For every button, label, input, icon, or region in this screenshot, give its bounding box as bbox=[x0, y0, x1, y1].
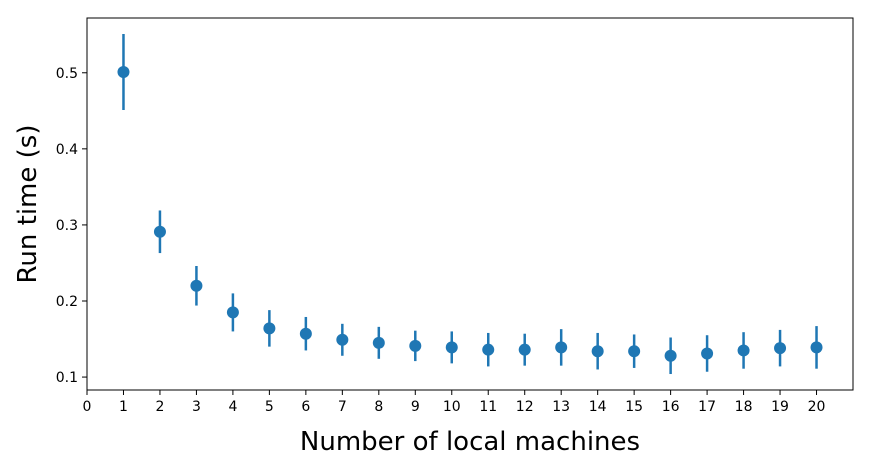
x-tick-label: 14 bbox=[589, 399, 607, 415]
y-axis-label: Run time (s) bbox=[13, 125, 43, 284]
x-tick-label: 8 bbox=[374, 399, 383, 415]
data-point bbox=[190, 279, 203, 292]
y-tick-label: 0.4 bbox=[56, 142, 78, 158]
x-tick-label: 20 bbox=[808, 399, 826, 415]
x-tick-label: 11 bbox=[479, 399, 497, 415]
x-tick-label: 0 bbox=[83, 399, 92, 415]
data-point bbox=[409, 339, 422, 352]
plot-frame bbox=[86, 17, 854, 391]
x-tick-label: 6 bbox=[301, 399, 310, 415]
data-point bbox=[591, 345, 604, 358]
data-point bbox=[299, 327, 312, 340]
x-tick-label: 18 bbox=[735, 399, 753, 415]
y-tick-label: 0.2 bbox=[56, 294, 78, 310]
data-point bbox=[737, 344, 750, 357]
data-point bbox=[774, 342, 787, 355]
x-tick-label: 3 bbox=[192, 399, 201, 415]
x-tick-label: 7 bbox=[338, 399, 347, 415]
x-tick-label: 10 bbox=[443, 399, 461, 415]
x-tick-label: 5 bbox=[265, 399, 274, 415]
data-point bbox=[372, 336, 385, 349]
data-point bbox=[226, 306, 239, 319]
x-tick-label: 19 bbox=[771, 399, 789, 415]
data-point bbox=[664, 349, 677, 362]
data-point bbox=[628, 345, 641, 358]
x-axis-label: Number of local machines bbox=[300, 427, 640, 457]
x-tick-label: 16 bbox=[662, 399, 680, 415]
data-point bbox=[445, 341, 458, 354]
data-point bbox=[701, 347, 714, 360]
x-tick-label: 12 bbox=[516, 399, 534, 415]
x-tick-label: 1 bbox=[119, 399, 128, 415]
x-tick-label: 9 bbox=[411, 399, 420, 415]
data-point bbox=[810, 341, 823, 354]
x-tick-label: 13 bbox=[552, 399, 570, 415]
data-point bbox=[518, 343, 531, 356]
data-point bbox=[336, 333, 349, 346]
x-tick-label: 4 bbox=[228, 399, 237, 415]
data-point bbox=[555, 341, 568, 354]
y-tick-label: 0.1 bbox=[56, 370, 78, 386]
y-tick-label: 0.3 bbox=[56, 218, 78, 234]
x-tick-label: 17 bbox=[698, 399, 716, 415]
data-point bbox=[482, 343, 495, 356]
y-tick-label: 0.5 bbox=[56, 66, 78, 82]
x-tick-label: 15 bbox=[625, 399, 643, 415]
data-point bbox=[117, 66, 130, 79]
data-point bbox=[263, 322, 276, 335]
data-point bbox=[153, 225, 166, 238]
x-tick-label: 2 bbox=[155, 399, 164, 415]
